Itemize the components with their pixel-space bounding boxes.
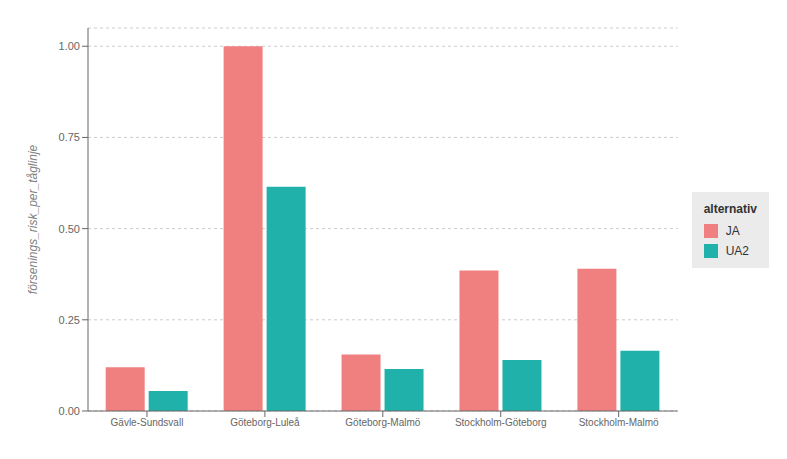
svg-text:Gävle-Sundsvall: Gävle-Sundsvall — [111, 417, 184, 428]
svg-text:Stockholm-Göteborg: Stockholm-Göteborg — [455, 417, 547, 428]
svg-text:0.00: 0.00 — [59, 405, 80, 417]
html-text:UA2: UA2 — [725, 243, 749, 258]
svg-text:Göteborg-Luleå: Göteborg-Luleå — [230, 417, 300, 428]
svg-text:0.50: 0.50 — [59, 223, 80, 235]
html-text:JA: JA — [725, 223, 740, 238]
svg-text:Göteborg-Malmö: Göteborg-Malmö — [345, 417, 420, 428]
svg-text:0.25: 0.25 — [59, 314, 80, 326]
html-text:alternativ: alternativ — [703, 201, 757, 216]
svg-text:1.00: 1.00 — [59, 40, 80, 52]
svg-text:försenings_risk_per_tåglinje: försenings_risk_per_tåglinje — [26, 144, 40, 294]
svg-text:Stockholm-Malmö: Stockholm-Malmö — [579, 417, 659, 428]
svg-text:0.75: 0.75 — [59, 131, 80, 143]
